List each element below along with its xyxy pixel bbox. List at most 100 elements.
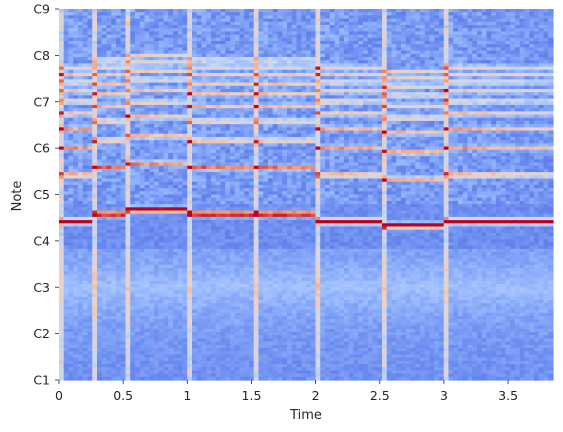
heatmap-cell [149,181,155,186]
heatmap-cell [130,85,136,90]
heatmap-cell [211,56,217,61]
heatmap-cell [101,168,108,173]
heatmap-cell [163,271,169,276]
heatmap-cell [73,159,79,164]
heatmap-cell [101,66,108,71]
heatmap-cell [116,335,122,340]
heatmap-cell [120,204,127,208]
heatmap-cell [135,277,141,282]
heatmap-cell [135,194,141,199]
heatmap-cell [135,130,141,135]
heatmap-cell [158,127,165,132]
heatmap-cell [97,24,103,29]
heatmap-cell [87,184,93,189]
heatmap-cell [97,15,103,20]
heatmap-cell [163,204,169,208]
heatmap-cell [139,9,146,13]
heatmap-cell [116,223,122,228]
heatmap-cell [187,136,193,141]
heatmap-cell [192,178,198,183]
heatmap-cell [120,146,127,151]
heatmap-cell [92,268,98,272]
heatmap-cell [87,28,93,32]
heatmap-cell [125,351,131,356]
heatmap-cell [101,117,108,122]
heatmap-cell [97,114,103,119]
heatmap-cell [211,104,217,109]
heatmap-cell [68,101,74,106]
heatmap-cell [187,178,193,183]
heatmap-cell [116,319,122,324]
heatmap-cell [130,28,136,32]
heatmap-cell [173,316,179,320]
heatmap-cell [187,44,193,48]
heatmap-cell [130,133,136,138]
heatmap-cell [187,12,193,16]
heatmap-cell [139,120,146,125]
heatmap-cell [73,360,79,365]
heatmap-cell [196,191,203,196]
heatmap-cell [92,21,98,26]
heatmap-cell [120,216,127,221]
heatmap-cell [177,28,184,32]
heatmap-cell [168,293,174,298]
heatmap-cell [192,293,198,298]
heatmap-cell [101,111,108,116]
heatmap-cell [177,322,184,327]
heatmap-cell [101,60,108,64]
heatmap-cell [139,364,146,368]
heatmap-cell [63,280,70,285]
heatmap-cell [201,277,207,282]
heatmap-cell [78,328,84,333]
heatmap-cell [116,252,122,256]
heatmap-cell [182,111,188,116]
heatmap-cell [135,335,141,340]
heatmap-cell [111,210,117,215]
heatmap-cell [111,277,117,282]
heatmap-cell [177,149,184,154]
heatmap-cell [73,133,79,138]
heatmap-cell [82,79,89,84]
heatmap-cell [187,255,193,260]
heatmap-cell [116,239,122,244]
heatmap-cell [187,34,193,39]
heatmap-cell [144,296,150,301]
heatmap-cell [211,24,217,29]
heatmap-cell [120,348,127,352]
heatmap-cell [173,133,179,138]
heatmap-cell [149,178,155,183]
heatmap-cell [163,28,169,32]
heatmap-cell [130,15,136,20]
heatmap-cell [130,82,136,87]
heatmap-cell [125,114,131,119]
heatmap-cell [97,232,103,237]
heatmap-cell [59,236,65,240]
heatmap-cell [68,338,74,343]
heatmap-cell [139,34,146,39]
heatmap-cell [73,191,79,196]
heatmap-cell [192,197,198,202]
heatmap-cell [68,271,74,276]
heatmap-cell [73,165,79,170]
heatmap-cell [82,284,89,288]
heatmap-cell [68,194,74,199]
heatmap-cell [63,268,70,272]
heatmap-cell [187,159,193,164]
heatmap-cell [187,47,193,52]
heatmap-cell [125,152,131,157]
heatmap-cell [116,76,122,80]
heatmap-cell [168,9,174,13]
heatmap-cell [125,18,131,23]
heatmap-cell [144,309,150,314]
heatmap-cell [130,37,136,42]
heatmap-cell [177,210,184,215]
heatmap-cell [163,76,169,80]
heatmap-cell [206,197,212,202]
heatmap-cell [63,162,70,167]
heatmap-cell [182,9,188,13]
heatmap-cell [106,124,112,128]
heatmap-cell [187,261,193,266]
heatmap-cell [130,236,136,240]
heatmap-cell [135,53,141,58]
heatmap-cell [201,335,207,340]
